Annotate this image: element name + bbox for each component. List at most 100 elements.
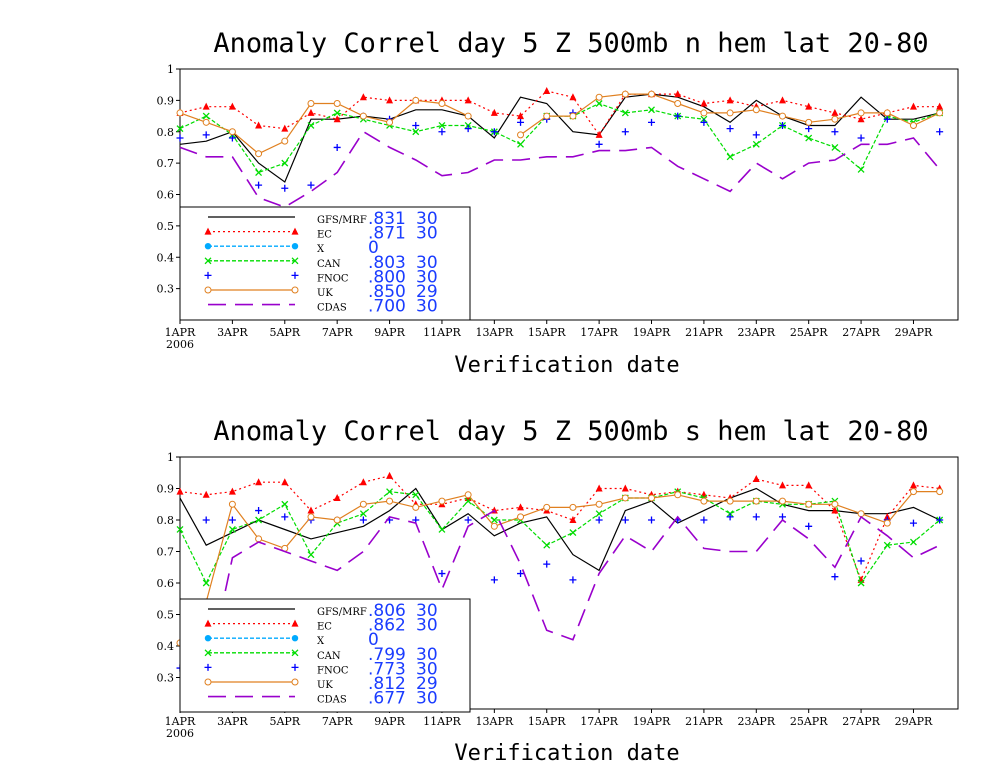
data-point — [333, 516, 341, 524]
data-point — [228, 102, 236, 110]
x-tick-label: 1APR — [165, 715, 196, 728]
data-point — [255, 535, 263, 543]
data-point — [176, 134, 184, 142]
legend-marker — [291, 271, 299, 279]
legend-box — [179, 598, 471, 713]
series-uk — [176, 90, 944, 158]
y-tick-label: 0.6 — [157, 577, 175, 590]
legend-series-name: CDAS — [317, 303, 347, 314]
data-point — [333, 109, 341, 117]
x-tick-label: 27APR — [842, 326, 880, 339]
data-point — [595, 500, 603, 508]
data-point — [883, 109, 891, 117]
legend-marker — [291, 227, 299, 235]
data-point — [202, 112, 210, 120]
data-point — [517, 118, 525, 126]
data-point — [333, 493, 341, 501]
data-point — [936, 488, 944, 496]
data-point — [752, 497, 760, 505]
data-point — [464, 96, 472, 104]
legend-marker — [204, 257, 212, 265]
data-point — [412, 128, 420, 136]
data-point — [359, 500, 367, 508]
data-point — [228, 500, 236, 508]
data-point — [621, 128, 629, 136]
legend-series-count: 30 — [416, 616, 438, 636]
data-point — [752, 513, 760, 521]
legend-box — [179, 206, 471, 321]
data-point — [648, 118, 656, 126]
data-point — [778, 96, 786, 104]
data-point — [255, 169, 263, 176]
x-tick-label: 11APR — [423, 715, 461, 728]
data-point — [490, 522, 498, 530]
data-point — [412, 491, 420, 499]
series-line — [179, 99, 469, 155]
data-point — [621, 484, 629, 492]
series-line — [179, 487, 940, 572]
x-tick-label: 25APR — [790, 715, 828, 728]
data-point — [438, 525, 446, 533]
data-point — [805, 118, 813, 126]
data-point — [412, 503, 420, 511]
data-point — [228, 487, 236, 495]
data-point — [883, 541, 891, 549]
data-point — [909, 519, 917, 527]
legend-series-count: 29 — [416, 282, 438, 302]
x-tick-label: 13APR — [476, 715, 514, 728]
x-tick-label: 9APR — [374, 715, 405, 728]
data-point — [700, 118, 708, 126]
data-point — [307, 100, 315, 108]
data-point — [307, 506, 315, 514]
legend-series-score: .850 — [368, 282, 406, 302]
data-point — [281, 478, 289, 486]
data-point — [831, 115, 839, 123]
legend-series-count: 30 — [416, 645, 438, 665]
x-tick-label: 5APR — [269, 715, 300, 728]
data-point — [883, 115, 891, 123]
legend-marker — [204, 619, 212, 627]
data-point — [569, 503, 577, 511]
data-point — [386, 118, 394, 126]
data-point — [438, 100, 446, 108]
data-point — [569, 516, 577, 523]
chart-title: Anomaly Correl day 5 Z 500mb n hem lat 2… — [213, 28, 928, 59]
legend-series-name: CAN — [317, 651, 341, 662]
data-point — [438, 570, 446, 578]
legend-series-score: .803 — [368, 253, 406, 273]
x-tick-label: 29APR — [895, 326, 933, 339]
legend-series-count: 30 — [416, 601, 438, 621]
x-tick-label: 15APR — [528, 715, 566, 728]
legend-series-count: 30 — [416, 659, 438, 679]
data-point — [569, 93, 577, 101]
data-point — [595, 100, 603, 107]
legend-series-name: X — [317, 636, 325, 647]
data-point — [543, 112, 551, 120]
chart-title: Anomaly Correl day 5 Z 500mb s hem lat 2… — [213, 416, 928, 447]
data-point — [412, 121, 420, 129]
data-point — [517, 140, 524, 148]
data-point — [333, 115, 341, 123]
data-point — [831, 506, 839, 514]
data-point — [281, 159, 289, 167]
y-tick-label: 0.9 — [157, 94, 175, 107]
data-point — [621, 90, 629, 98]
data-point — [490, 108, 498, 116]
data-point — [648, 106, 655, 114]
x-tick-label: 25APR — [790, 326, 828, 339]
data-point — [228, 134, 236, 142]
legend-series-count: 30 — [416, 689, 438, 709]
data-point — [752, 140, 760, 148]
x-tick-label: 23APR — [737, 715, 775, 728]
series-fnoc — [176, 507, 944, 672]
data-point — [386, 471, 394, 479]
data-point — [621, 109, 629, 117]
data-point — [857, 165, 865, 173]
data-point — [255, 150, 263, 158]
data-point — [595, 510, 603, 518]
data-point — [752, 475, 760, 483]
x-tick-label: 19APR — [633, 715, 671, 728]
x-axis-label: Verification date — [454, 353, 679, 378]
data-point — [255, 516, 263, 524]
x-tick-label: 17APR — [580, 326, 618, 339]
